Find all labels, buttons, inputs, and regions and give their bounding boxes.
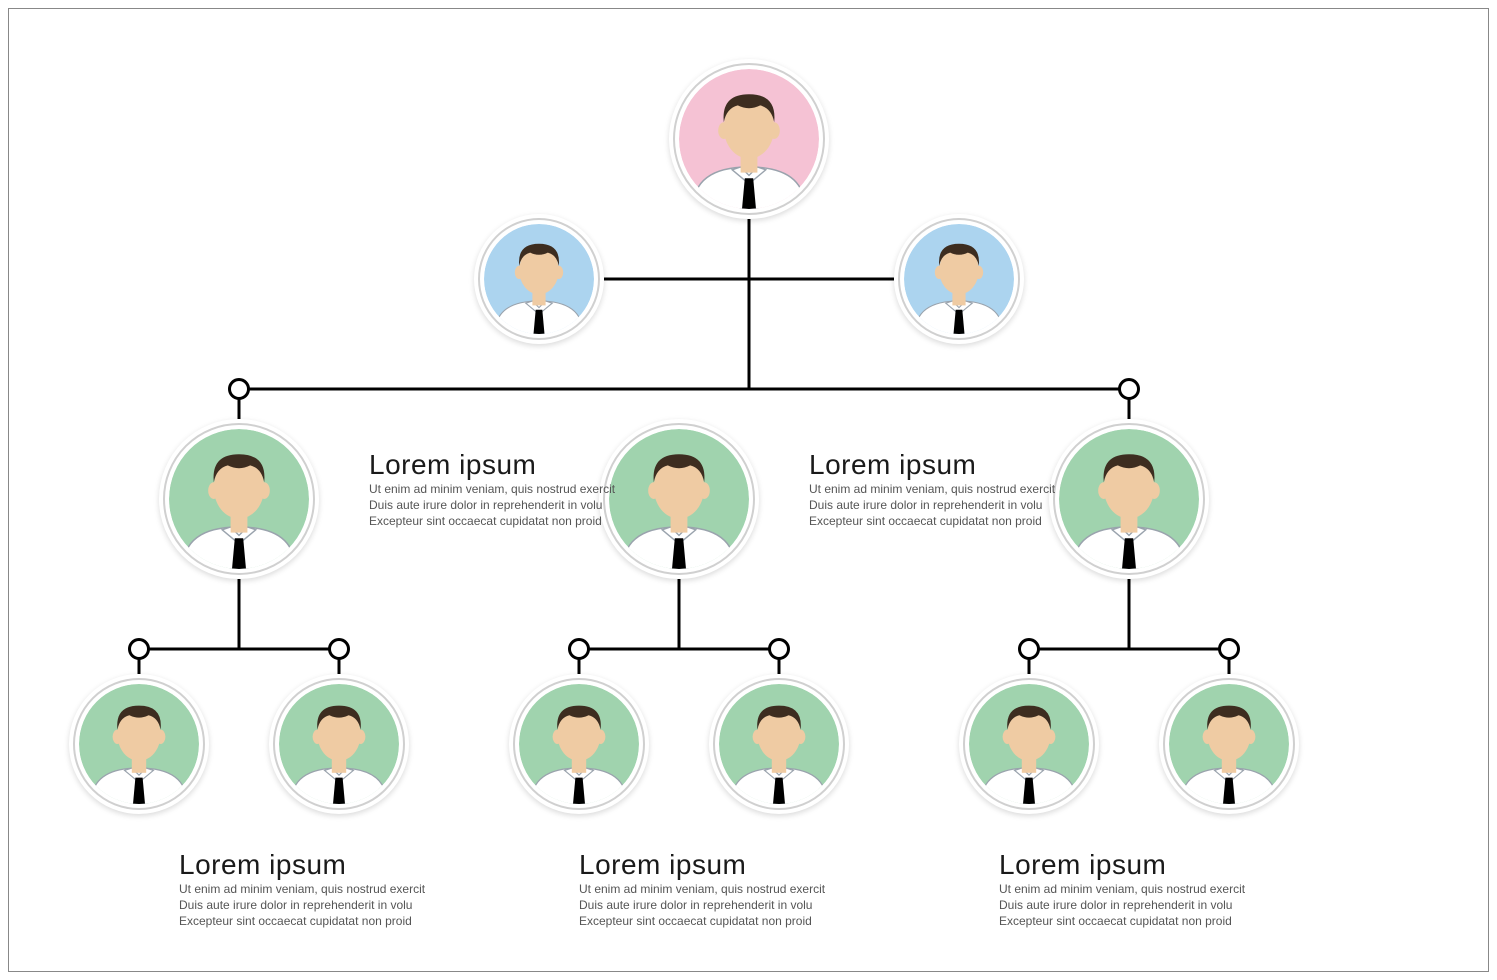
avatar-icon [79,684,199,804]
caption-bottom-center: Lorem ipsumUt enim ad minim veniam, quis… [579,849,899,930]
avatar-icon [1169,684,1289,804]
caption-body: Ut enim ad minim veniam, quis nostrud ex… [809,481,1129,530]
connector-joint [228,378,250,400]
connector-joint [128,638,150,660]
caption-mid-right: Lorem ipsumUt enim ad minim veniam, quis… [809,449,1129,530]
avatar-icon [519,684,639,804]
caption-title: Lorem ipsum [369,449,689,481]
avatar-icon [679,69,819,209]
manager-1-node [159,419,319,579]
connector-joint [768,638,790,660]
employee-3-node [509,674,649,814]
caption-title: Lorem ipsum [579,849,899,881]
caption-bottom-left: Lorem ipsumUt enim ad minim veniam, quis… [179,849,499,930]
caption-bottom-right: Lorem ipsumUt enim ad minim veniam, quis… [999,849,1319,930]
vp-right-node [894,214,1024,344]
caption-body: Ut enim ad minim veniam, quis nostrud ex… [369,481,689,530]
connector-joint [568,638,590,660]
caption-body: Ut enim ad minim veniam, quis nostrud ex… [999,881,1319,930]
ceo-node [669,59,829,219]
connector-joint [1118,378,1140,400]
avatar-icon [904,224,1014,334]
caption-title: Lorem ipsum [179,849,499,881]
avatar-icon [279,684,399,804]
employee-4-node [709,674,849,814]
avatar-icon [484,224,594,334]
connector-joint [328,638,350,660]
avatar-icon [719,684,839,804]
employee-1-node [69,674,209,814]
connector-joint [1018,638,1040,660]
caption-body: Ut enim ad minim veniam, quis nostrud ex… [179,881,499,930]
caption-title: Lorem ipsum [999,849,1319,881]
avatar-icon [969,684,1089,804]
caption-mid-left: Lorem ipsumUt enim ad minim veniam, quis… [369,449,689,530]
caption-title: Lorem ipsum [809,449,1129,481]
employee-5-node [959,674,1099,814]
employee-2-node [269,674,409,814]
employee-6-node [1159,674,1299,814]
vp-left-node [474,214,604,344]
caption-body: Ut enim ad minim veniam, quis nostrud ex… [579,881,899,930]
connector-joint [1218,638,1240,660]
avatar-icon [169,429,309,569]
